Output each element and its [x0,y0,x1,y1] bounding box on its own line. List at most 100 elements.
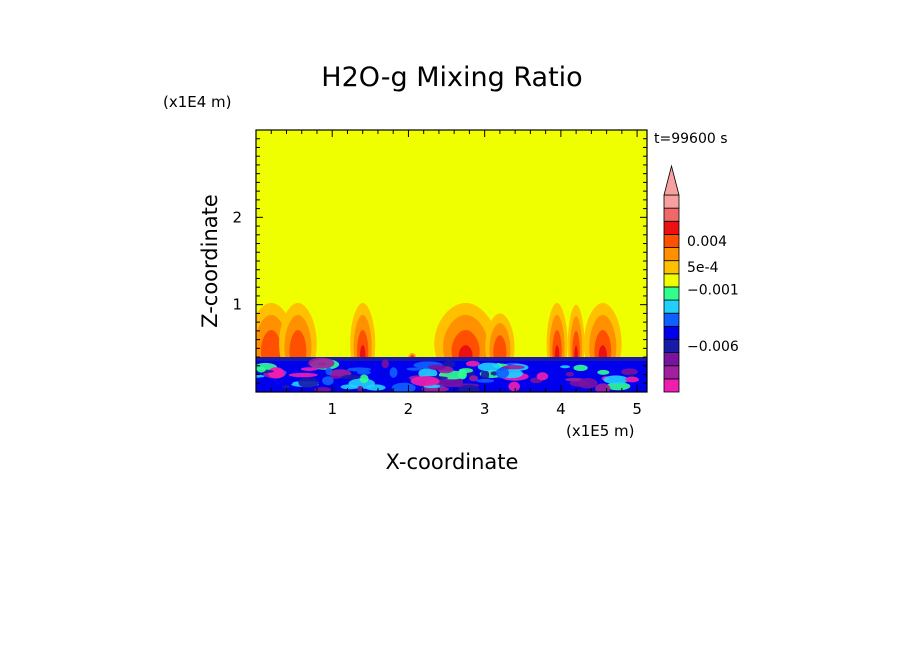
boundary-patch [256,374,265,378]
colorbar-level [663,260,680,275]
boundary-patch [495,367,510,379]
colorbar-level [663,325,680,340]
boundary-patch [625,376,640,383]
minor-ticks [256,130,647,392]
boundary-patch [458,368,474,374]
colorbar-label: 0.004 [687,234,727,250]
boundary-patch [314,387,331,392]
boundary-patch [438,376,464,388]
colorbar-level [663,352,680,367]
y-axis-label: Z-coordinate [198,194,222,328]
boundary-patch [621,368,638,376]
plume-contour [572,330,580,360]
boundary-layer [256,357,647,392]
colorbar-level [663,233,680,248]
colorbar [663,164,680,393]
boundary-patch [300,367,318,371]
colorbar-level [663,299,680,314]
plume-contour [493,335,507,360]
x-tick-label: 1 [327,400,337,418]
colorbar-level [663,312,680,327]
boundary-patch [298,377,319,388]
boundary-patch [476,378,495,383]
colorbar-label: −0.006 [687,339,739,355]
boundary-patch [256,366,266,373]
plume-contour [554,345,560,360]
plume [434,302,497,360]
plot-field [256,130,647,392]
time-label: t=99600 s [654,131,728,147]
plume-contour [359,345,366,360]
y-tick-label: 2 [232,208,242,226]
boundary-patch [406,367,422,371]
boundary-patch [347,367,372,372]
plume-contour [451,329,480,360]
boundary-patch [480,369,490,381]
plume-contour [260,329,282,360]
plume [546,302,568,360]
boundary-patch [341,374,361,380]
plume-layer [256,302,622,360]
boundary-patch [308,357,335,369]
colorbar-level [663,339,680,354]
plume-contour [289,329,307,360]
y-scale-label: (x1E4 m) [163,93,232,111]
colorbar-labels: 0.004 5e-4 −0.001 −0.006 [687,234,739,355]
boundary-patch [465,360,480,367]
plume [279,302,317,360]
plume [485,313,515,360]
plume [583,302,622,360]
plume-contour [598,345,607,360]
colorbar-level [663,194,680,209]
boundary-patch [603,375,629,385]
x-tick-label: 4 [556,400,566,418]
x-tick-label: 2 [404,400,414,418]
boundary-patch [359,374,369,384]
boundary-patch [322,376,334,386]
boundary-patch [469,375,479,382]
plume [567,304,585,360]
boundary-patch [357,385,364,392]
x-tick-label: 3 [480,400,490,418]
boundary-patch [560,365,571,369]
boundary-patch [357,370,371,375]
x-scale-label: (x1E5 m) [566,422,635,440]
boundary-patch [428,364,446,371]
boundary-patch [577,378,598,389]
colorbar-level [663,207,680,222]
boundary-patch [418,368,438,379]
boundary-patch [410,376,440,387]
boundary-patch [502,365,525,370]
boundary-patch [597,369,610,375]
boundary-patch [381,359,389,369]
boundary-patch [573,364,588,372]
plume-contour [552,329,562,360]
colorbar-label: 5e-4 [687,260,719,276]
boundary-patch [508,381,520,392]
boundary-patch [268,367,284,378]
boundary-patch [282,385,291,389]
y-tick-labels: 12 [232,208,242,313]
plume-contour [458,345,473,360]
boundary-patch [564,377,584,382]
colorbar-level [663,378,680,393]
x-axis-label: X-coordinate [386,450,519,474]
x-tick-labels: 1 2 3 4 5 [327,400,641,418]
boundary-patch [389,367,398,378]
colorbar-level [663,220,680,235]
colorbar-level [663,365,680,380]
plume-contour [357,329,369,360]
boundary-top-band [256,357,647,362]
plume-contour [594,329,612,360]
boundary-patch [565,371,574,377]
colorbar-level [663,273,680,288]
colorbar-label: −0.001 [687,283,739,299]
colorbar-extend-arrow [663,164,680,196]
boundary-patch [442,361,456,368]
boundary-patch [606,382,631,391]
plume-contour [574,345,578,360]
boundary-patch [536,372,549,381]
colorbar-level [663,286,680,301]
x-tick-label: 5 [632,400,642,418]
